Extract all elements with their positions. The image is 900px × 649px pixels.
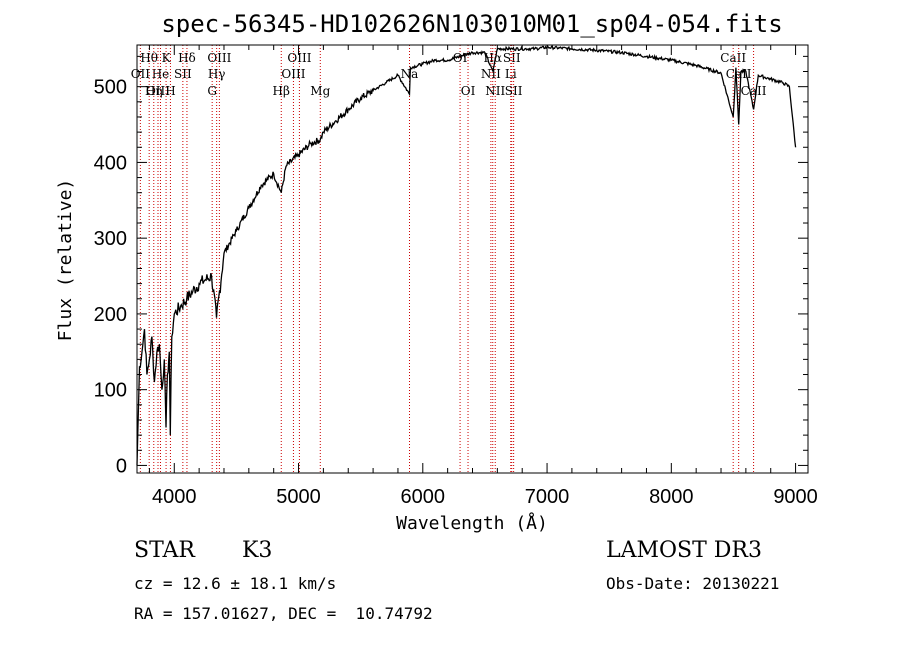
x-axis-title: Wavelength (Å)	[396, 512, 548, 534]
spectral-line-label: SII	[503, 51, 521, 65]
y-tick-label: 300	[94, 228, 127, 250]
plot-frame	[136, 44, 809, 474]
object-subclass: K3	[242, 538, 273, 563]
x-tick-label: 9000	[773, 486, 818, 508]
spectral-line-label: CaII	[720, 51, 746, 65]
object-class: STAR	[134, 538, 195, 563]
spectral-line-label: OIII	[207, 51, 231, 65]
observation-date: Obs-Date: 20130221	[606, 574, 780, 593]
x-tick-label: 8000	[649, 486, 694, 508]
spectral-line-label: Hβ	[273, 84, 290, 98]
x-axis: 4000 5000 6000 7000 8000 9000	[148, 45, 818, 508]
y-axis: 0 100 200 300 400 500	[94, 55, 808, 477]
spectral-line-label: NII	[481, 67, 501, 81]
spectral-line-label: Na	[401, 67, 419, 81]
spectral-line-label: K	[162, 51, 172, 65]
spectral-line-label: SII	[174, 67, 192, 81]
spectral-line-label: CaII	[741, 84, 767, 98]
y-tick-label: 200	[94, 304, 127, 326]
y-tick-label: 100	[94, 380, 127, 402]
spectral-line-label: Hθ	[140, 51, 158, 65]
spectral-line-label: NII	[485, 84, 505, 98]
spectral-line-label: Mg	[310, 84, 330, 98]
coordinates: RA = 157.01627, DEC = 10.74792	[134, 604, 433, 623]
survey-name: LAMOST DR3	[606, 538, 762, 563]
spectral-line-label: Hγ	[208, 67, 226, 81]
spectral-line-label: Hη	[145, 84, 163, 98]
redshift-velocity: cz = 12.6 ± 18.1 km/s	[134, 574, 337, 593]
x-tick-label: 7000	[525, 486, 570, 508]
y-axis-title: Flux (relative)	[55, 179, 76, 342]
spectral-line-label: H	[165, 84, 175, 98]
y-tick-label: 400	[94, 152, 127, 174]
spectral-line-label: G	[207, 84, 217, 98]
chart-title: spec-56345-HD102626N103010M01_sp04-054.f…	[161, 10, 782, 38]
y-tick-label: 0	[116, 455, 127, 477]
spectral-line-label: OIII	[281, 67, 305, 81]
spectral-line-label: OI	[453, 51, 468, 65]
x-tick-label: 5000	[276, 486, 321, 508]
spectral-line-label: Li	[505, 67, 517, 81]
x-tick-label: 4000	[152, 486, 197, 508]
spectral-line-label: OIII	[146, 84, 170, 98]
spectrum-series-line	[136, 45, 797, 466]
spectral-line-label: OIII	[287, 51, 311, 65]
spectral-line-label: OI	[461, 84, 476, 98]
spectral-line-label: Hα	[483, 51, 502, 65]
spectral-line-label: Hδ	[178, 51, 196, 65]
x-tick-label: 6000	[401, 486, 446, 508]
spectral-line-label: SII	[505, 84, 523, 98]
y-tick-label: 500	[94, 77, 127, 99]
spectral-line-label: He	[152, 67, 170, 81]
spectral-line-label: OII	[131, 67, 151, 81]
